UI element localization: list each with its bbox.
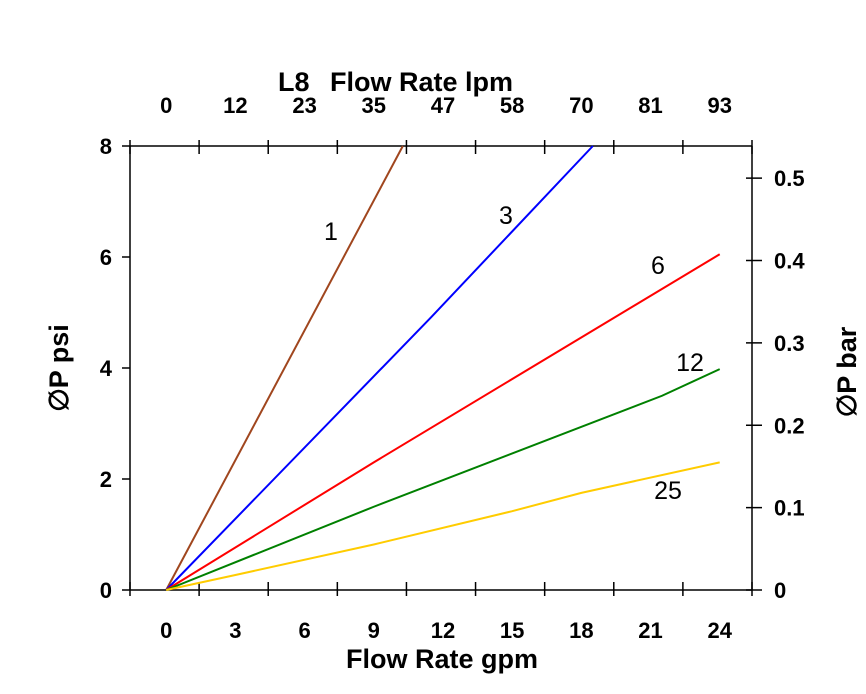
- y2-tick-label: 0: [774, 578, 786, 603]
- x-tick-label: 15: [500, 618, 524, 643]
- top-tick-label: 47: [431, 93, 455, 118]
- x-tick-label: 6: [298, 618, 310, 643]
- y-tick-label: 2: [100, 467, 112, 492]
- top-axis-label: Flow Rate lpm: [330, 67, 513, 97]
- right-axis-label: ∅P bar: [832, 326, 862, 417]
- x-axis-label: Flow Rate gpm: [346, 644, 538, 674]
- series-line-1: [165, 145, 404, 591]
- y2-tick-label: 0.2: [774, 413, 805, 438]
- y-tick-label: 8: [100, 134, 112, 159]
- top-tick-label: 35: [362, 93, 386, 118]
- series-line-3: [165, 145, 594, 591]
- x-tick-label: 9: [368, 618, 380, 643]
- x-tick-label: 18: [569, 618, 593, 643]
- top-tick-label: 93: [707, 93, 731, 118]
- y-tick-label: 0: [100, 578, 112, 603]
- y2-tick-label: 0.1: [774, 496, 805, 521]
- series-line-6: [165, 253, 721, 591]
- top-tick-label: 23: [292, 93, 316, 118]
- y2-tick-label: 0.3: [774, 331, 805, 356]
- top-tick-label: 0: [160, 93, 172, 118]
- chart-title: L8: [278, 67, 310, 97]
- series-label-1: 1: [324, 218, 338, 246]
- x-tick-label: 24: [707, 618, 732, 643]
- top-tick-label: 58: [500, 93, 524, 118]
- x-tick-label: 0: [160, 618, 172, 643]
- x-tick-label: 21: [638, 618, 662, 643]
- top-tick-label: 12: [223, 93, 247, 118]
- top-tick-label: 70: [569, 93, 593, 118]
- series-line-12: [165, 368, 721, 591]
- x-tick-label: 12: [431, 618, 455, 643]
- series-label-3: 3: [499, 202, 513, 230]
- series-label-12: 12: [676, 349, 704, 377]
- series-label-6: 6: [651, 252, 665, 280]
- series-line-25: [165, 461, 720, 591]
- y-tick-label: 4: [100, 356, 113, 381]
- y2-tick-label: 0.5: [774, 166, 805, 191]
- x-tick-label: 3: [229, 618, 241, 643]
- y-tick-label: 6: [100, 245, 112, 270]
- y-axis-label: ∅P psi: [44, 324, 74, 412]
- top-tick-label: 81: [638, 93, 662, 118]
- y2-tick-label: 0.4: [774, 249, 805, 274]
- series-label-25: 25: [654, 477, 682, 505]
